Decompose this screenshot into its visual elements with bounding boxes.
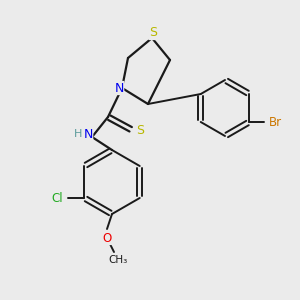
Text: S: S [149, 26, 157, 40]
Text: S: S [136, 124, 144, 136]
Text: H: H [74, 129, 82, 139]
Text: N: N [83, 128, 93, 142]
Text: CH₃: CH₃ [108, 255, 128, 265]
Text: N: N [114, 82, 124, 94]
Text: O: O [102, 232, 112, 244]
Text: Cl: Cl [52, 191, 63, 205]
Text: Br: Br [269, 116, 282, 128]
